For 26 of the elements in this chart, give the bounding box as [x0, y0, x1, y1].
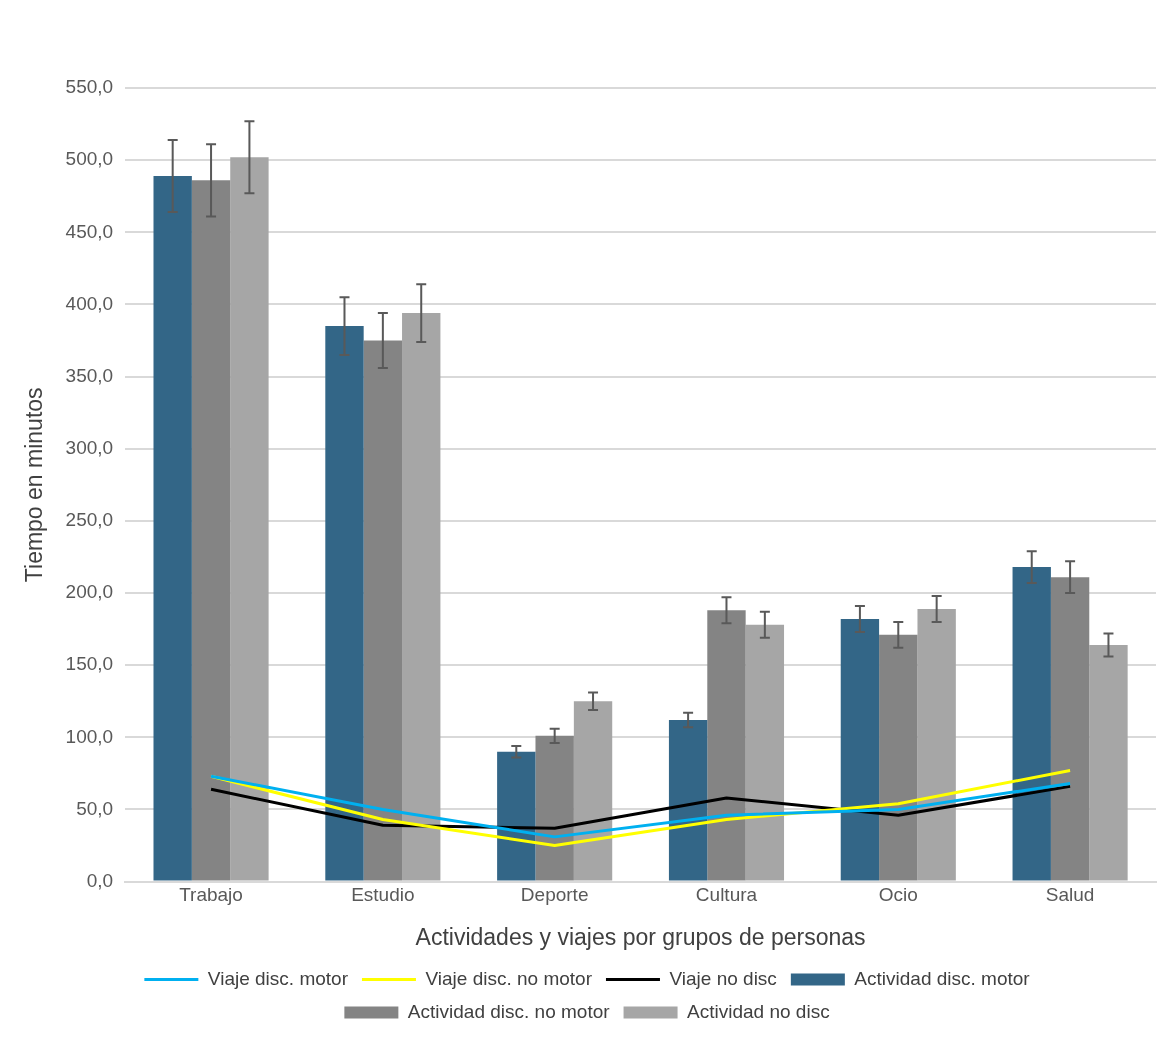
legend-label: Actividad disc. motor	[854, 967, 1031, 989]
y-tick-label: 300,0	[65, 436, 114, 458]
x-tick-label: Trabajo	[179, 884, 243, 906]
y-tick-label: 450,0	[65, 220, 114, 242]
y-tick-label: 50,0	[76, 797, 114, 819]
y-tick-label: 200,0	[65, 581, 114, 603]
y-tick-label: 550,0	[65, 76, 114, 98]
y-tick-label: 500,0	[65, 148, 114, 170]
x-tick-label: Cultura	[695, 884, 758, 906]
legend-label: Viaje disc. no motor	[425, 967, 593, 989]
legend-label: Viaje no disc	[669, 967, 777, 989]
x-tick-label: Salud	[1045, 884, 1095, 906]
y-axis-title: Tiempo en minutos	[21, 387, 48, 583]
y-tick-label: 400,0	[65, 292, 114, 314]
y-tick-label: 0,0	[86, 869, 114, 891]
legend-label: Actividad no disc	[687, 1000, 830, 1022]
x-tick-label: Ocio	[878, 884, 918, 906]
y-tick-label: 100,0	[65, 725, 114, 747]
x-tick-label: Deporte	[520, 884, 589, 906]
x-tick-label: Estudio	[351, 884, 415, 906]
legend-label: Viaje disc. motor	[207, 967, 349, 989]
x-axis-title: Actividades y viajes por grupos de personas	[415, 923, 866, 950]
y-tick-label: 250,0	[65, 509, 114, 531]
legend-label: Actividad disc. no motor	[407, 1000, 611, 1022]
y-tick-label: 350,0	[65, 364, 114, 386]
y-tick-label: 150,0	[65, 653, 114, 675]
